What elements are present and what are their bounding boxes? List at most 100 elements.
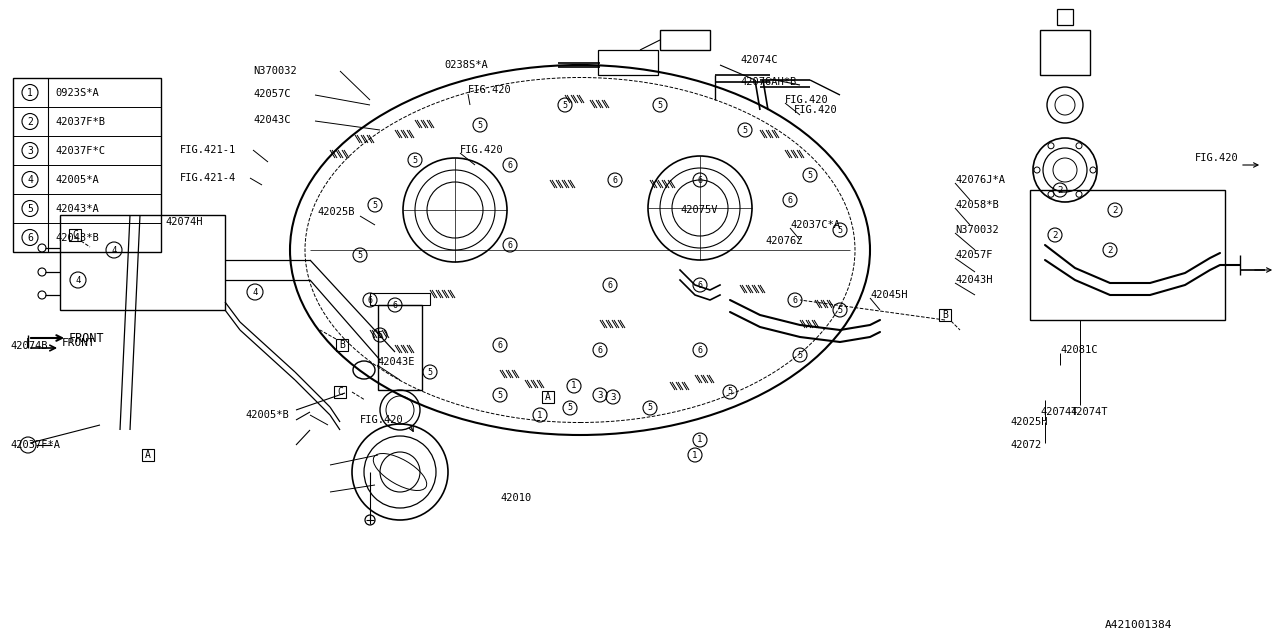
Bar bbox=[69, 229, 81, 241]
Text: 5: 5 bbox=[562, 100, 567, 109]
Text: 42043C: 42043C bbox=[253, 115, 291, 125]
Text: 6: 6 bbox=[608, 280, 613, 289]
Text: 6: 6 bbox=[613, 175, 617, 184]
Text: FRONT: FRONT bbox=[69, 332, 105, 344]
Text: 5: 5 bbox=[357, 250, 362, 259]
Text: 1: 1 bbox=[698, 435, 703, 445]
Text: 42037C*A: 42037C*A bbox=[790, 220, 840, 230]
Text: 3: 3 bbox=[27, 145, 33, 156]
Bar bbox=[541, 391, 554, 403]
Text: 2: 2 bbox=[27, 116, 33, 127]
Text: 42058*B: 42058*B bbox=[955, 200, 998, 210]
Text: 3: 3 bbox=[598, 390, 603, 399]
Text: 6: 6 bbox=[507, 161, 512, 170]
Text: 4: 4 bbox=[252, 287, 257, 296]
Text: 42074T: 42074T bbox=[1039, 407, 1078, 417]
Text: 5: 5 bbox=[498, 390, 503, 399]
Text: 3: 3 bbox=[611, 392, 616, 401]
Text: C: C bbox=[72, 230, 78, 240]
Text: 42010: 42010 bbox=[500, 493, 531, 503]
Text: 5: 5 bbox=[742, 125, 748, 134]
Bar bbox=[13, 78, 161, 252]
Text: 1: 1 bbox=[538, 410, 543, 419]
Text: 6: 6 bbox=[367, 296, 372, 305]
Text: 42045H: 42045H bbox=[870, 290, 908, 300]
Text: 5: 5 bbox=[372, 200, 378, 209]
Bar bbox=[60, 215, 225, 310]
Text: 6: 6 bbox=[792, 296, 797, 305]
Text: A: A bbox=[145, 450, 151, 460]
Text: 5: 5 bbox=[648, 403, 653, 413]
Text: 6: 6 bbox=[698, 346, 703, 355]
Text: 5: 5 bbox=[797, 351, 803, 360]
Text: B: B bbox=[339, 340, 344, 350]
Text: 42057F: 42057F bbox=[955, 250, 992, 260]
Bar bbox=[598, 50, 658, 75]
Bar bbox=[337, 339, 348, 351]
Text: N370032: N370032 bbox=[955, 225, 998, 235]
Text: 42076AH*B: 42076AH*B bbox=[740, 77, 796, 87]
Text: C: C bbox=[337, 387, 343, 397]
Text: 5: 5 bbox=[567, 403, 572, 413]
Bar bbox=[1039, 30, 1091, 75]
Text: 42057C: 42057C bbox=[253, 89, 291, 99]
Bar bbox=[940, 309, 951, 321]
Text: 5: 5 bbox=[428, 367, 433, 376]
Text: FIG.420: FIG.420 bbox=[460, 145, 504, 155]
Text: A421001384: A421001384 bbox=[1105, 620, 1172, 630]
Text: 6: 6 bbox=[787, 195, 792, 205]
Text: FIG.421-4: FIG.421-4 bbox=[180, 173, 237, 183]
Text: 6: 6 bbox=[507, 241, 512, 250]
Text: 2: 2 bbox=[1107, 246, 1112, 255]
Text: FIG.420: FIG.420 bbox=[468, 85, 512, 95]
Text: 42043E: 42043E bbox=[378, 357, 415, 367]
Text: 5: 5 bbox=[27, 204, 33, 214]
Text: 42074T: 42074T bbox=[1070, 407, 1107, 417]
Bar bbox=[660, 30, 710, 50]
Text: 42025B: 42025B bbox=[317, 207, 355, 217]
Text: 4: 4 bbox=[111, 246, 116, 255]
Text: 0238S*A: 0238S*A bbox=[444, 60, 488, 70]
Text: 5: 5 bbox=[477, 120, 483, 129]
Text: 5: 5 bbox=[378, 330, 383, 339]
Text: 42037F*B: 42037F*B bbox=[55, 116, 105, 127]
Text: 5: 5 bbox=[837, 305, 842, 314]
Text: 42043*B: 42043*B bbox=[55, 232, 99, 243]
Text: FIG.421-1: FIG.421-1 bbox=[180, 145, 237, 155]
Text: 5: 5 bbox=[808, 170, 813, 179]
Text: 0923S*A: 0923S*A bbox=[55, 88, 99, 97]
Text: 2: 2 bbox=[1112, 205, 1117, 214]
Text: 6: 6 bbox=[698, 280, 703, 289]
Text: FIG.420: FIG.420 bbox=[785, 95, 828, 105]
Text: 42075V: 42075V bbox=[680, 205, 718, 215]
Text: 4: 4 bbox=[76, 275, 81, 285]
Text: B: B bbox=[942, 310, 948, 320]
Text: 42074H: 42074H bbox=[165, 217, 202, 227]
Text: 5: 5 bbox=[837, 225, 842, 234]
Text: 1: 1 bbox=[692, 451, 698, 460]
Text: 6: 6 bbox=[498, 340, 503, 349]
Text: 42037F*A: 42037F*A bbox=[10, 440, 60, 450]
Text: 6: 6 bbox=[393, 301, 398, 310]
Text: N370032: N370032 bbox=[253, 66, 297, 76]
Bar bbox=[1057, 9, 1073, 25]
Text: 4: 4 bbox=[27, 175, 33, 184]
Text: 42043*A: 42043*A bbox=[55, 204, 99, 214]
Bar bbox=[142, 449, 154, 461]
Text: FRONT: FRONT bbox=[61, 338, 96, 348]
Text: 42043H: 42043H bbox=[955, 275, 992, 285]
Text: FIG.420: FIG.420 bbox=[360, 415, 403, 425]
Text: A: A bbox=[545, 392, 550, 402]
Text: 1: 1 bbox=[571, 381, 577, 390]
Text: 6: 6 bbox=[598, 346, 603, 355]
Text: FIG.420: FIG.420 bbox=[794, 105, 837, 115]
Text: 5: 5 bbox=[658, 100, 663, 109]
Text: 42074C: 42074C bbox=[740, 55, 777, 65]
Text: 42076Z: 42076Z bbox=[765, 236, 803, 246]
Text: 42076J*A: 42076J*A bbox=[955, 175, 1005, 185]
Text: 42074B: 42074B bbox=[10, 341, 47, 351]
Bar bbox=[378, 305, 422, 390]
Bar bbox=[1030, 190, 1225, 320]
Text: 5: 5 bbox=[727, 387, 732, 397]
Bar bbox=[370, 293, 430, 305]
